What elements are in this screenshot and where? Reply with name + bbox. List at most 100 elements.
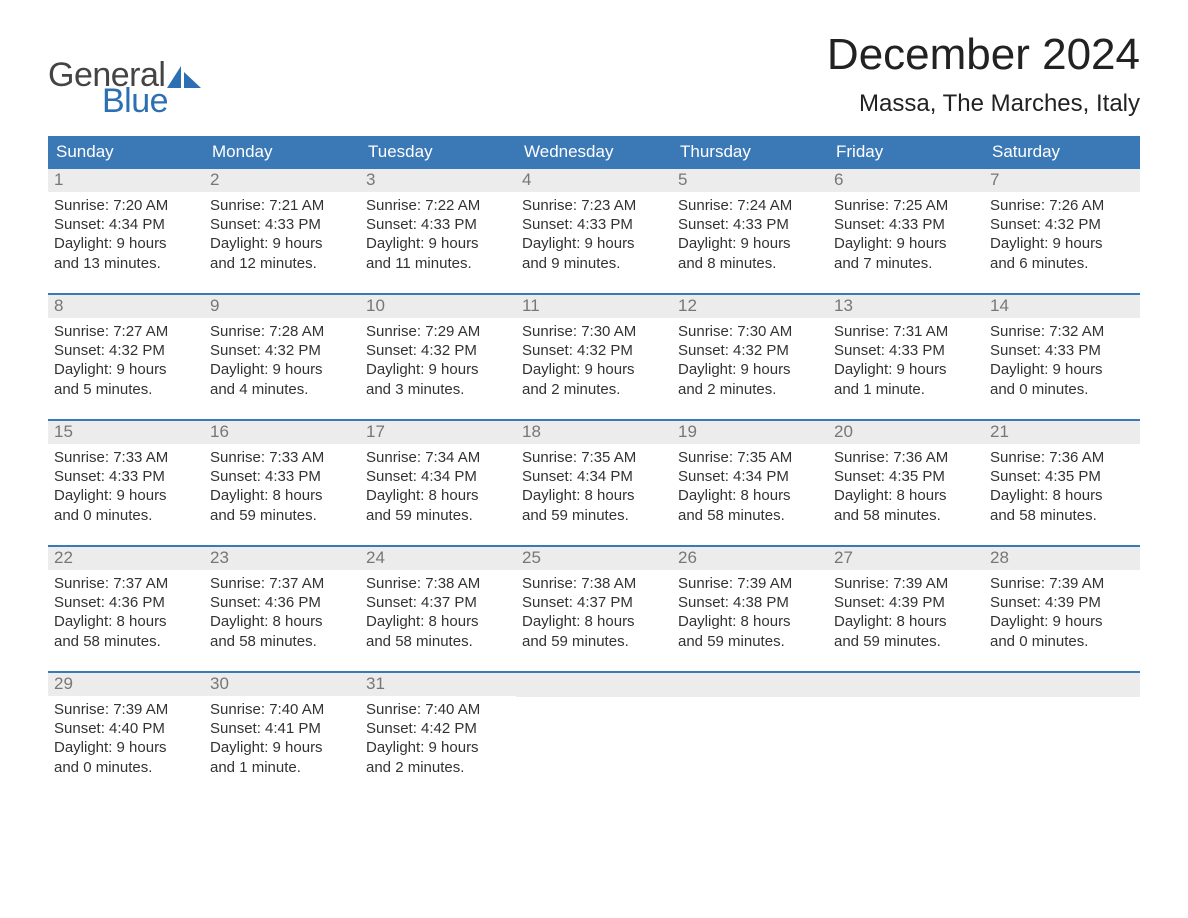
- daylight-line-2: and 59 minutes.: [678, 632, 822, 651]
- sunset-line: Sunset: 4:39 PM: [990, 593, 1134, 612]
- day-content: Sunrise: 7:39 AMSunset: 4:39 PMDaylight:…: [828, 570, 984, 655]
- sunrise-line: Sunrise: 7:23 AM: [522, 196, 666, 215]
- daylight-line-2: and 0 minutes.: [54, 506, 198, 525]
- daylight-line-2: and 11 minutes.: [366, 254, 510, 273]
- daylight-line-2: and 9 minutes.: [522, 254, 666, 273]
- day-header: Monday: [204, 136, 360, 169]
- daylight-line-2: and 59 minutes.: [522, 632, 666, 651]
- day-cell: 20Sunrise: 7:36 AMSunset: 4:35 PMDayligh…: [828, 421, 984, 529]
- week-row: 29Sunrise: 7:39 AMSunset: 4:40 PMDayligh…: [48, 671, 1140, 781]
- sunset-line: Sunset: 4:32 PM: [990, 215, 1134, 234]
- daylight-line-1: Daylight: 8 hours: [678, 486, 822, 505]
- day-cell: [828, 673, 984, 781]
- sunset-line: Sunset: 4:33 PM: [210, 215, 354, 234]
- daylight-line-1: Daylight: 8 hours: [366, 612, 510, 631]
- day-content: Sunrise: 7:39 AMSunset: 4:40 PMDaylight:…: [48, 696, 204, 781]
- day-cell: 18Sunrise: 7:35 AMSunset: 4:34 PMDayligh…: [516, 421, 672, 529]
- day-number: 7: [984, 169, 1140, 192]
- daylight-line-1: Daylight: 8 hours: [522, 612, 666, 631]
- daylight-line-1: Daylight: 8 hours: [54, 612, 198, 631]
- daylight-line-1: Daylight: 9 hours: [678, 234, 822, 253]
- sunrise-line: Sunrise: 7:40 AM: [366, 700, 510, 719]
- daylight-line-2: and 58 minutes.: [366, 632, 510, 651]
- day-cell: 14Sunrise: 7:32 AMSunset: 4:33 PMDayligh…: [984, 295, 1140, 403]
- day-content: Sunrise: 7:35 AMSunset: 4:34 PMDaylight:…: [516, 444, 672, 529]
- sunrise-line: Sunrise: 7:26 AM: [990, 196, 1134, 215]
- sunrise-line: Sunrise: 7:33 AM: [54, 448, 198, 467]
- day-content: Sunrise: 7:33 AMSunset: 4:33 PMDaylight:…: [204, 444, 360, 529]
- sunrise-line: Sunrise: 7:21 AM: [210, 196, 354, 215]
- day-number: 5: [672, 169, 828, 192]
- sunset-line: Sunset: 4:33 PM: [834, 341, 978, 360]
- title-block: December 2024 Massa, The Marches, Italy: [827, 30, 1140, 118]
- daylight-line-1: Daylight: 9 hours: [210, 360, 354, 379]
- day-number: 2: [204, 169, 360, 192]
- daylight-line-1: Daylight: 8 hours: [366, 486, 510, 505]
- daylight-line-1: Daylight: 9 hours: [366, 234, 510, 253]
- daylight-line-1: Daylight: 8 hours: [834, 612, 978, 631]
- sunset-line: Sunset: 4:33 PM: [678, 215, 822, 234]
- sunset-line: Sunset: 4:33 PM: [990, 341, 1134, 360]
- day-cell: 2Sunrise: 7:21 AMSunset: 4:33 PMDaylight…: [204, 169, 360, 277]
- sunrise-line: Sunrise: 7:33 AM: [210, 448, 354, 467]
- day-content: Sunrise: 7:27 AMSunset: 4:32 PMDaylight:…: [48, 318, 204, 403]
- day-content: Sunrise: 7:25 AMSunset: 4:33 PMDaylight:…: [828, 192, 984, 277]
- sunset-line: Sunset: 4:37 PM: [522, 593, 666, 612]
- day-number: 9: [204, 295, 360, 318]
- day-number: 17: [360, 421, 516, 444]
- daylight-line-2: and 7 minutes.: [834, 254, 978, 273]
- sunset-line: Sunset: 4:33 PM: [522, 215, 666, 234]
- day-content: Sunrise: 7:39 AMSunset: 4:39 PMDaylight:…: [984, 570, 1140, 655]
- daylight-line-1: Daylight: 9 hours: [210, 234, 354, 253]
- day-number: 19: [672, 421, 828, 444]
- sunrise-line: Sunrise: 7:24 AM: [678, 196, 822, 215]
- daylight-line-1: Daylight: 9 hours: [54, 738, 198, 757]
- daylight-line-2: and 59 minutes.: [366, 506, 510, 525]
- daylight-line-2: and 1 minute.: [210, 758, 354, 777]
- daylight-line-2: and 0 minutes.: [54, 758, 198, 777]
- daylight-line-2: and 58 minutes.: [678, 506, 822, 525]
- sunrise-line: Sunrise: 7:39 AM: [834, 574, 978, 593]
- day-number: 26: [672, 547, 828, 570]
- day-content: Sunrise: 7:21 AMSunset: 4:33 PMDaylight:…: [204, 192, 360, 277]
- day-number: [672, 673, 828, 697]
- sunrise-line: Sunrise: 7:36 AM: [990, 448, 1134, 467]
- sunrise-line: Sunrise: 7:37 AM: [210, 574, 354, 593]
- daylight-line-2: and 12 minutes.: [210, 254, 354, 273]
- day-number: 29: [48, 673, 204, 696]
- daylight-line-1: Daylight: 9 hours: [366, 360, 510, 379]
- day-content: Sunrise: 7:37 AMSunset: 4:36 PMDaylight:…: [48, 570, 204, 655]
- day-number: [828, 673, 984, 697]
- day-content: Sunrise: 7:26 AMSunset: 4:32 PMDaylight:…: [984, 192, 1140, 277]
- day-number: 3: [360, 169, 516, 192]
- sunset-line: Sunset: 4:33 PM: [366, 215, 510, 234]
- daylight-line-2: and 0 minutes.: [990, 632, 1134, 651]
- day-content: Sunrise: 7:30 AMSunset: 4:32 PMDaylight:…: [672, 318, 828, 403]
- sunset-line: Sunset: 4:41 PM: [210, 719, 354, 738]
- day-cell: 21Sunrise: 7:36 AMSunset: 4:35 PMDayligh…: [984, 421, 1140, 529]
- sunrise-line: Sunrise: 7:34 AM: [366, 448, 510, 467]
- day-content: Sunrise: 7:32 AMSunset: 4:33 PMDaylight:…: [984, 318, 1140, 403]
- daylight-line-1: Daylight: 8 hours: [834, 486, 978, 505]
- day-number: 31: [360, 673, 516, 696]
- day-number: 1: [48, 169, 204, 192]
- day-number: [984, 673, 1140, 697]
- day-content: Sunrise: 7:24 AMSunset: 4:33 PMDaylight:…: [672, 192, 828, 277]
- day-number: 27: [828, 547, 984, 570]
- day-number: 30: [204, 673, 360, 696]
- sunset-line: Sunset: 4:37 PM: [366, 593, 510, 612]
- sunrise-line: Sunrise: 7:22 AM: [366, 196, 510, 215]
- day-content: Sunrise: 7:40 AMSunset: 4:42 PMDaylight:…: [360, 696, 516, 781]
- sunrise-line: Sunrise: 7:37 AM: [54, 574, 198, 593]
- daylight-line-2: and 13 minutes.: [54, 254, 198, 273]
- sunset-line: Sunset: 4:34 PM: [678, 467, 822, 486]
- daylight-line-1: Daylight: 9 hours: [834, 360, 978, 379]
- daylight-line-1: Daylight: 8 hours: [210, 612, 354, 631]
- day-content: Sunrise: 7:22 AMSunset: 4:33 PMDaylight:…: [360, 192, 516, 277]
- day-content: Sunrise: 7:36 AMSunset: 4:35 PMDaylight:…: [828, 444, 984, 529]
- sunrise-line: Sunrise: 7:35 AM: [522, 448, 666, 467]
- sunset-line: Sunset: 4:32 PM: [678, 341, 822, 360]
- sunrise-line: Sunrise: 7:35 AM: [678, 448, 822, 467]
- daylight-line-1: Daylight: 9 hours: [522, 360, 666, 379]
- day-number: 21: [984, 421, 1140, 444]
